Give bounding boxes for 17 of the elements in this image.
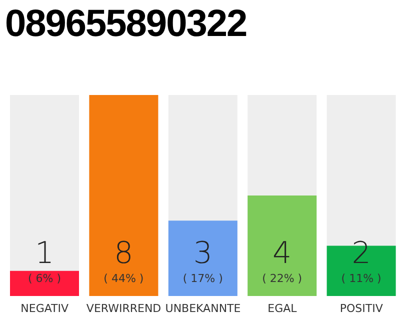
bar	[10, 270, 79, 296]
x-tick-label: EGAL	[268, 302, 298, 315]
chart-title: 089655890322	[5, 2, 247, 47]
data-label: 4	[272, 236, 292, 271]
data-label: 1	[34, 236, 54, 271]
x-tick-label: UNBEKANNTE	[165, 302, 241, 315]
annotation: ( 17% )	[182, 272, 223, 285]
x-tick-label: POSITIV	[340, 302, 384, 315]
annotation: ( 6% )	[28, 272, 62, 285]
annotation: ( 44% )	[104, 272, 144, 285]
data-label: 8	[114, 236, 134, 271]
x-tick-label: NEGATIV	[20, 302, 69, 315]
x-tick-label: VERWIRREND	[86, 302, 162, 315]
data-label: 3	[193, 236, 212, 271]
annotation: ( 11% )	[341, 272, 382, 285]
annotation: ( 22% )	[262, 272, 302, 285]
data-label: 2	[352, 236, 371, 271]
